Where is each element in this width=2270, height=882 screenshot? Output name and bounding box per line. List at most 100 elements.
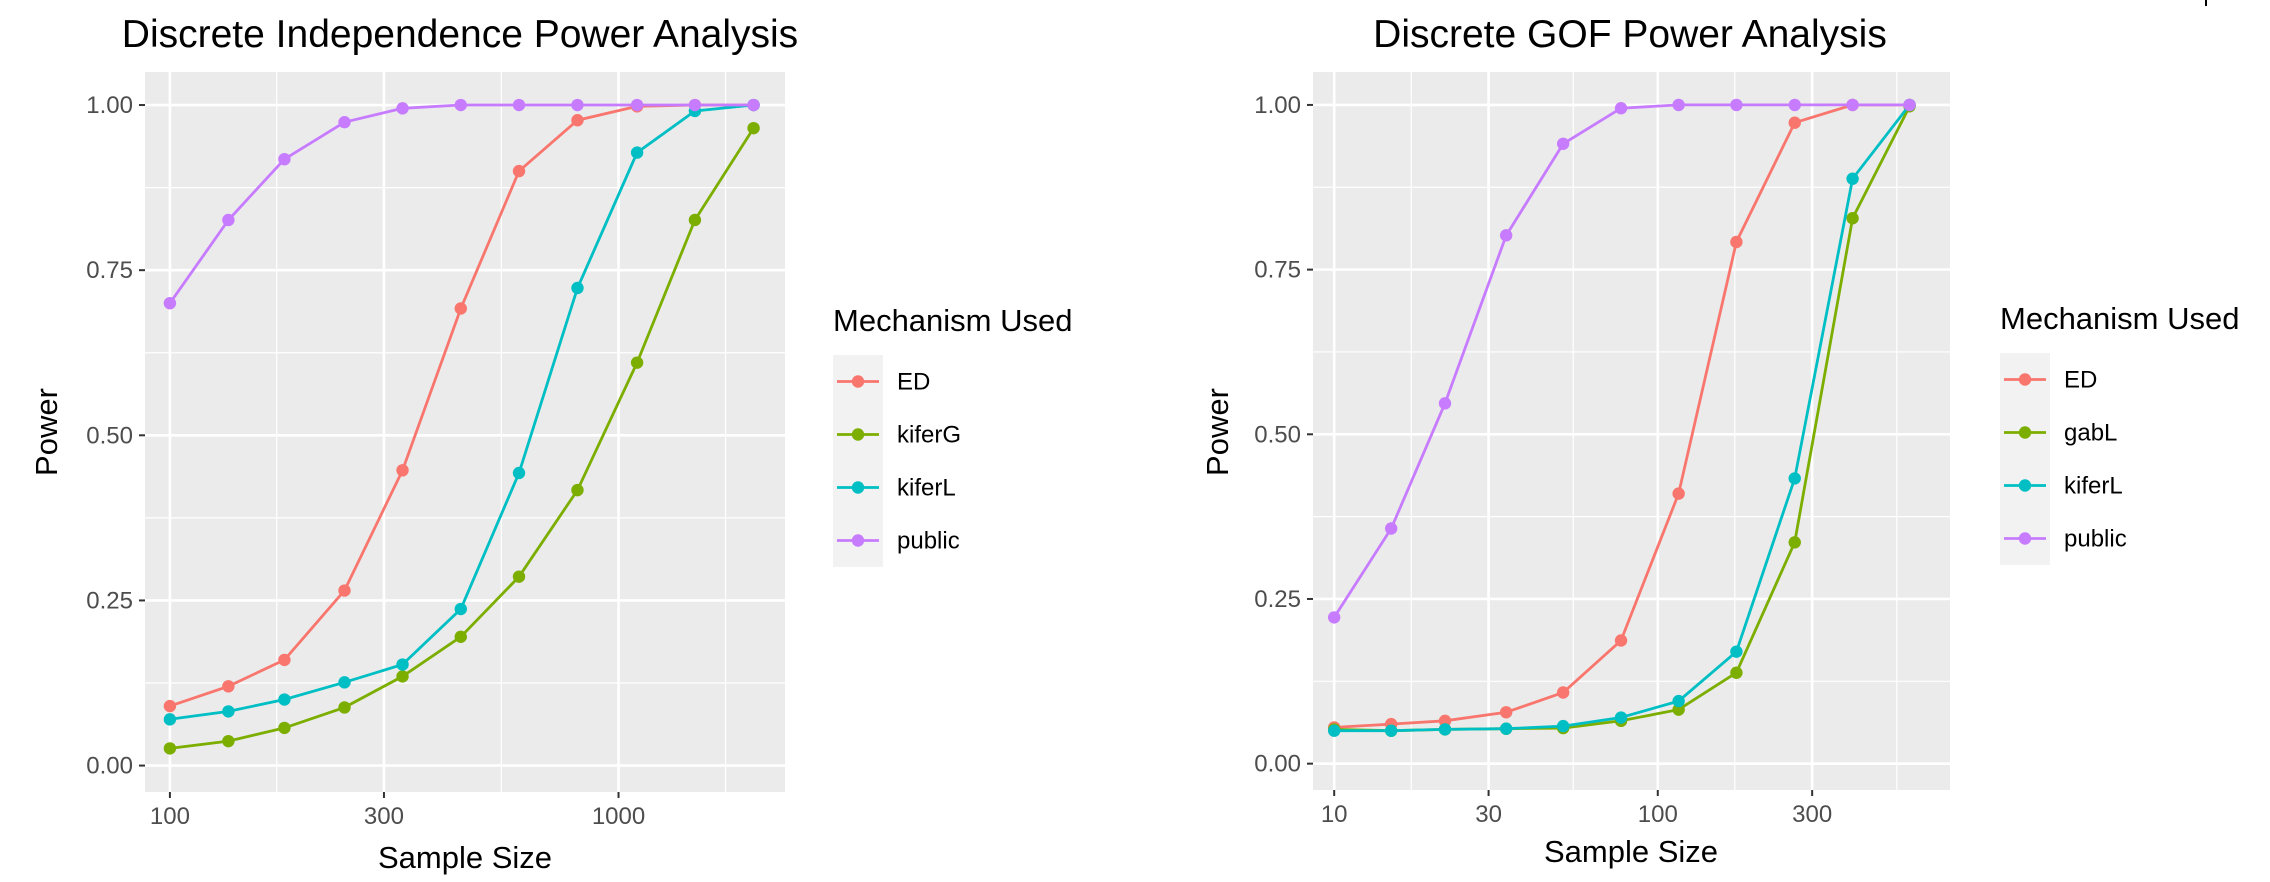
data-point-gabl xyxy=(1730,666,1743,679)
legend-item-ed: ED xyxy=(833,355,930,408)
data-point-ed xyxy=(396,464,409,477)
chart-independence: Discrete Independence Power Analysis 0.0… xyxy=(29,13,1072,875)
data-point-public xyxy=(747,98,760,112)
legend: Mechanism Used ED kiferG kiferL public xyxy=(833,303,1072,567)
legend-item-gabl: gabL xyxy=(2000,406,2117,459)
data-point-ed xyxy=(512,164,526,178)
data-point-gabl xyxy=(1672,703,1685,716)
data-point-public xyxy=(571,98,584,112)
data-point-kiferg xyxy=(278,721,291,735)
data-point-kiferg xyxy=(688,213,702,227)
x-tick-label: 30 xyxy=(1475,801,1502,828)
data-point-public xyxy=(338,116,351,129)
data-point-ed xyxy=(1556,686,1570,699)
data-point-ed xyxy=(222,680,235,693)
data-point-public xyxy=(688,98,702,112)
legend-label: kiferL xyxy=(897,475,956,502)
legend-title: Mechanism Used xyxy=(2000,301,2239,336)
data-point-kiferg xyxy=(396,670,409,683)
legend-label: public xyxy=(2064,526,2127,553)
legend-item-kiferl: kiferL xyxy=(833,461,956,514)
data-point-kiferl xyxy=(1846,172,1859,185)
data-point-kiferl xyxy=(1614,711,1628,724)
legend-label: gabL xyxy=(2064,420,2117,447)
y-tick-label: 0.50 xyxy=(1254,421,1301,448)
legend-key-point xyxy=(851,428,865,441)
data-point-kiferl xyxy=(222,705,235,718)
series-layer xyxy=(163,98,760,755)
chart-title: Discrete Independence Power Analysis xyxy=(122,13,798,56)
legend-item-public: public xyxy=(833,514,960,567)
data-point-kiferl xyxy=(630,146,644,159)
series-layer xyxy=(1327,98,1916,737)
data-point-kiferl xyxy=(1327,724,1341,737)
x-axis-title: Sample Size xyxy=(1544,834,1718,869)
legend-item-ed: ED xyxy=(2000,353,2097,406)
data-point-kiferg xyxy=(512,570,526,583)
plot-panel xyxy=(1313,72,1950,790)
data-point-kiferg xyxy=(222,734,235,748)
data-point-ed xyxy=(571,114,584,127)
series-kiferg xyxy=(163,121,760,755)
data-point-ed xyxy=(1438,714,1452,728)
data-point-kiferl xyxy=(1556,719,1570,733)
legend-key-point xyxy=(851,375,865,388)
data-point-public xyxy=(1438,397,1452,410)
data-point-kiferl xyxy=(571,281,584,295)
legend-item-kiferg: kiferG xyxy=(833,408,961,461)
data-point-kiferl xyxy=(1788,472,1801,485)
legend-key-point xyxy=(2018,426,2032,439)
legend-key-point xyxy=(2018,373,2032,386)
data-point-gabl xyxy=(1788,536,1801,549)
data-point-kiferl xyxy=(1438,723,1452,736)
legend-label: public xyxy=(897,528,960,555)
axis-ticks: 0.00 0.25 0.50 0.75 1.00 100 300 1000 xyxy=(86,92,645,830)
data-point-ed xyxy=(163,699,177,713)
chart-gof: Discrete GOF Power Analysis 0.00 0.25 0.50… xyxy=(1200,13,2239,869)
legend-key-point xyxy=(851,481,865,494)
data-point-kiferl xyxy=(1384,724,1398,737)
data-point-public xyxy=(396,102,409,115)
y-tick-label: 0.75 xyxy=(86,257,133,284)
legend-key-point xyxy=(2018,479,2032,492)
data-point-ed xyxy=(1614,634,1628,647)
data-point-kiferg xyxy=(630,356,644,369)
legend-title: Mechanism Used xyxy=(833,303,1072,338)
data-point-public xyxy=(1556,137,1570,150)
y-tick-label: 0.25 xyxy=(1254,586,1301,613)
data-point-public xyxy=(163,296,177,310)
series-public xyxy=(163,98,760,310)
data-point-ed xyxy=(1730,235,1743,249)
data-point-public xyxy=(512,98,526,112)
y-tick-label: 0.00 xyxy=(86,753,133,780)
grid xyxy=(145,72,785,792)
y-tick-label: 0.50 xyxy=(86,422,133,449)
data-point-kiferl xyxy=(278,693,291,706)
legend-key-point xyxy=(851,534,865,547)
data-point-public xyxy=(1730,98,1743,112)
y-axis-title: Power xyxy=(1200,388,1235,476)
data-point-ed xyxy=(338,584,351,597)
x-tick-label: 300 xyxy=(364,803,404,830)
data-point-public xyxy=(1499,229,1513,242)
y-tick-label: 0.00 xyxy=(1254,751,1301,778)
y-tick-label: 0.25 xyxy=(86,587,133,614)
data-point-kiferl xyxy=(512,466,526,480)
x-tick-label: 300 xyxy=(1792,801,1832,828)
x-tick-label: 10 xyxy=(1321,801,1348,828)
data-point-public xyxy=(1903,98,1916,112)
data-point-ed xyxy=(1672,487,1685,500)
data-point-kiferl xyxy=(338,676,351,689)
data-point-public xyxy=(454,98,467,112)
y-tick-label: 0.75 xyxy=(1254,257,1301,284)
data-point-kiferl xyxy=(163,713,177,726)
legend-label: kiferL xyxy=(2064,473,2123,500)
y-axis-title: Power xyxy=(29,388,64,476)
data-point-kiferl xyxy=(1730,645,1743,658)
data-point-kiferg xyxy=(747,121,760,135)
data-point-kiferl xyxy=(1672,694,1685,708)
data-point-public xyxy=(630,98,644,112)
plot-panel xyxy=(145,72,785,792)
data-point-public xyxy=(1327,611,1341,624)
